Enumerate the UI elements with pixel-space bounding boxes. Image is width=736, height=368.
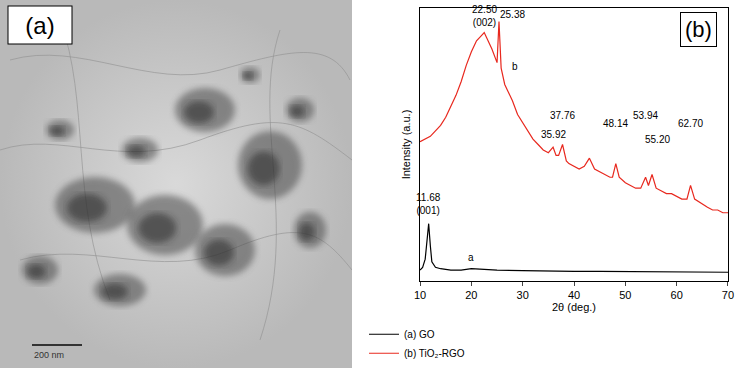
- svg-text:(b) TiO₂-RGO: (b) TiO₂-RGO: [404, 348, 465, 359]
- svg-text:50: 50: [619, 289, 631, 301]
- svg-text:10: 10: [414, 289, 426, 301]
- svg-text:(a) GO: (a) GO: [404, 329, 435, 340]
- svg-text:Intensity (a.u.): Intensity (a.u.): [400, 110, 412, 180]
- svg-text:70: 70: [722, 289, 734, 301]
- svg-text:20: 20: [465, 289, 477, 301]
- svg-text:22.50(002): 22.50(002): [472, 4, 497, 28]
- svg-text:(a): (a): [25, 12, 54, 39]
- svg-text:30: 30: [517, 289, 529, 301]
- svg-text:200 nm: 200 nm: [34, 350, 64, 360]
- svg-text:35.92: 35.92: [541, 129, 566, 140]
- svg-text:25.38: 25.38: [500, 9, 525, 20]
- svg-text:55.20: 55.20: [645, 134, 670, 145]
- svg-text:b: b: [512, 61, 518, 72]
- svg-text:11.68(001): 11.68(001): [416, 192, 441, 216]
- svg-text:37.76: 37.76: [550, 110, 575, 121]
- svg-text:60: 60: [671, 289, 683, 301]
- svg-text:2θ (deg.): 2θ (deg.): [552, 301, 596, 313]
- svg-text:53.94: 53.94: [633, 110, 658, 121]
- svg-text:48.14: 48.14: [603, 118, 628, 129]
- svg-text:(b): (b): [685, 17, 712, 42]
- svg-text:a: a: [468, 252, 474, 263]
- svg-text:62.70: 62.70: [678, 118, 703, 129]
- svg-text:40: 40: [568, 289, 580, 301]
